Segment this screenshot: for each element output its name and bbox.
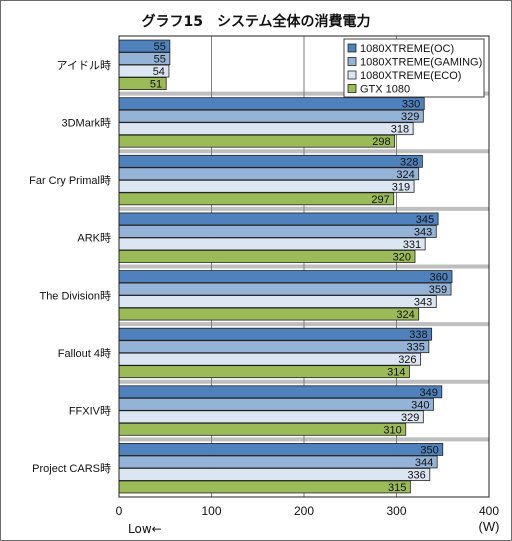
bar-value-label: 310	[383, 424, 401, 436]
bar	[118, 212, 439, 226]
bar	[118, 422, 407, 436]
x-tick-label: 100	[201, 504, 221, 518]
bar-value-label: 329	[401, 111, 419, 123]
bar-value-label: 331	[403, 239, 421, 251]
bar	[118, 167, 420, 181]
legend-swatch	[347, 57, 357, 66]
bar	[118, 154, 423, 168]
x-tick-label: 400	[479, 504, 499, 518]
bar	[118, 365, 410, 379]
legend-swatch	[347, 43, 357, 53]
x-tick-label: 200	[294, 504, 314, 518]
bar	[118, 192, 395, 206]
bar	[118, 455, 438, 469]
bar	[118, 397, 434, 411]
bar	[118, 134, 396, 148]
plot-area: 55555451アイドル時3303293182983DMark時32832431…	[29, 35, 499, 518]
bar-value-label: 340	[411, 399, 429, 411]
bar	[118, 410, 424, 424]
legend-entry: 1080XTREME(ECO)	[360, 70, 461, 82]
bar	[118, 352, 421, 366]
bar-value-label: 314	[387, 367, 405, 379]
bar	[118, 468, 431, 481]
bar	[118, 480, 411, 494]
bar-value-label: 336	[407, 469, 425, 481]
legend-swatch	[347, 70, 357, 80]
bar-value-label: 55	[154, 41, 166, 53]
bar-value-label: 54	[153, 66, 165, 78]
category-label: 3DMark時	[61, 116, 111, 129]
bar	[118, 443, 444, 456]
bar-value-label: 319	[392, 181, 410, 193]
bar-value-label: 324	[396, 169, 414, 181]
bar-value-label: 349	[419, 387, 437, 399]
bar-value-label: 360	[430, 272, 448, 284]
legend-entry: 1080XTREME(OC)	[360, 43, 454, 55]
x-tick-label: 0	[116, 504, 123, 518]
bar-value-label: 330	[402, 99, 420, 111]
bar-value-label: 326	[398, 354, 416, 366]
bar	[118, 307, 420, 321]
bar	[118, 385, 443, 399]
legend-swatch	[347, 84, 357, 93]
bar-value-label: 344	[415, 457, 433, 469]
bar	[118, 250, 416, 263]
bar	[118, 237, 426, 251]
plot-border	[118, 35, 490, 498]
category-label: FFXIV時	[69, 405, 111, 418]
bar	[118, 270, 453, 283]
bar	[118, 109, 424, 123]
bar	[118, 225, 437, 238]
chart-title: グラフ15 システム全体の消費電力	[141, 13, 370, 30]
bar-value-label: 51	[150, 79, 162, 91]
bar-value-label: 350	[420, 444, 438, 456]
bar	[118, 340, 430, 354]
bar-value-label: 324	[396, 309, 414, 321]
low-direction-label: Low←	[128, 522, 162, 536]
bar-value-label: 315	[388, 482, 406, 494]
bar-value-label: 318	[391, 124, 409, 136]
bar-value-label: 338	[409, 329, 427, 341]
bar	[118, 97, 425, 111]
bar-value-label: 335	[407, 342, 425, 354]
bar-value-label: 329	[401, 412, 419, 424]
bar-value-label: 343	[414, 226, 432, 238]
x-tick-label: 300	[386, 504, 406, 518]
bar	[118, 327, 433, 341]
bar	[118, 282, 452, 296]
category-label: Project CARS時	[32, 462, 111, 475]
bar-value-label: 328	[400, 156, 418, 168]
bar	[118, 122, 414, 136]
bar-value-label: 55	[154, 54, 166, 66]
category-label: Far Cry Primal時	[29, 174, 111, 187]
category-label: アイドル時	[57, 59, 111, 72]
bar-value-label: 320	[393, 251, 411, 263]
bar	[118, 295, 437, 308]
bar	[118, 179, 415, 193]
legend-box	[343, 38, 485, 98]
bar-value-label: 298	[372, 136, 390, 148]
bar-value-label: 345	[416, 214, 434, 226]
bar-value-label: 343	[414, 297, 432, 309]
x-axis-unit-label: (W)	[479, 519, 500, 534]
legend-entry: GTX 1080	[360, 84, 410, 96]
bar-value-label: 359	[429, 284, 447, 296]
category-label: Fallout 4時	[58, 347, 111, 360]
bar-value-label: 297	[371, 194, 389, 206]
category-label: ARK時	[77, 232, 111, 245]
legend-entry: 1080XTREME(GAMING)	[360, 57, 482, 69]
category-label: The Division時	[39, 289, 111, 302]
